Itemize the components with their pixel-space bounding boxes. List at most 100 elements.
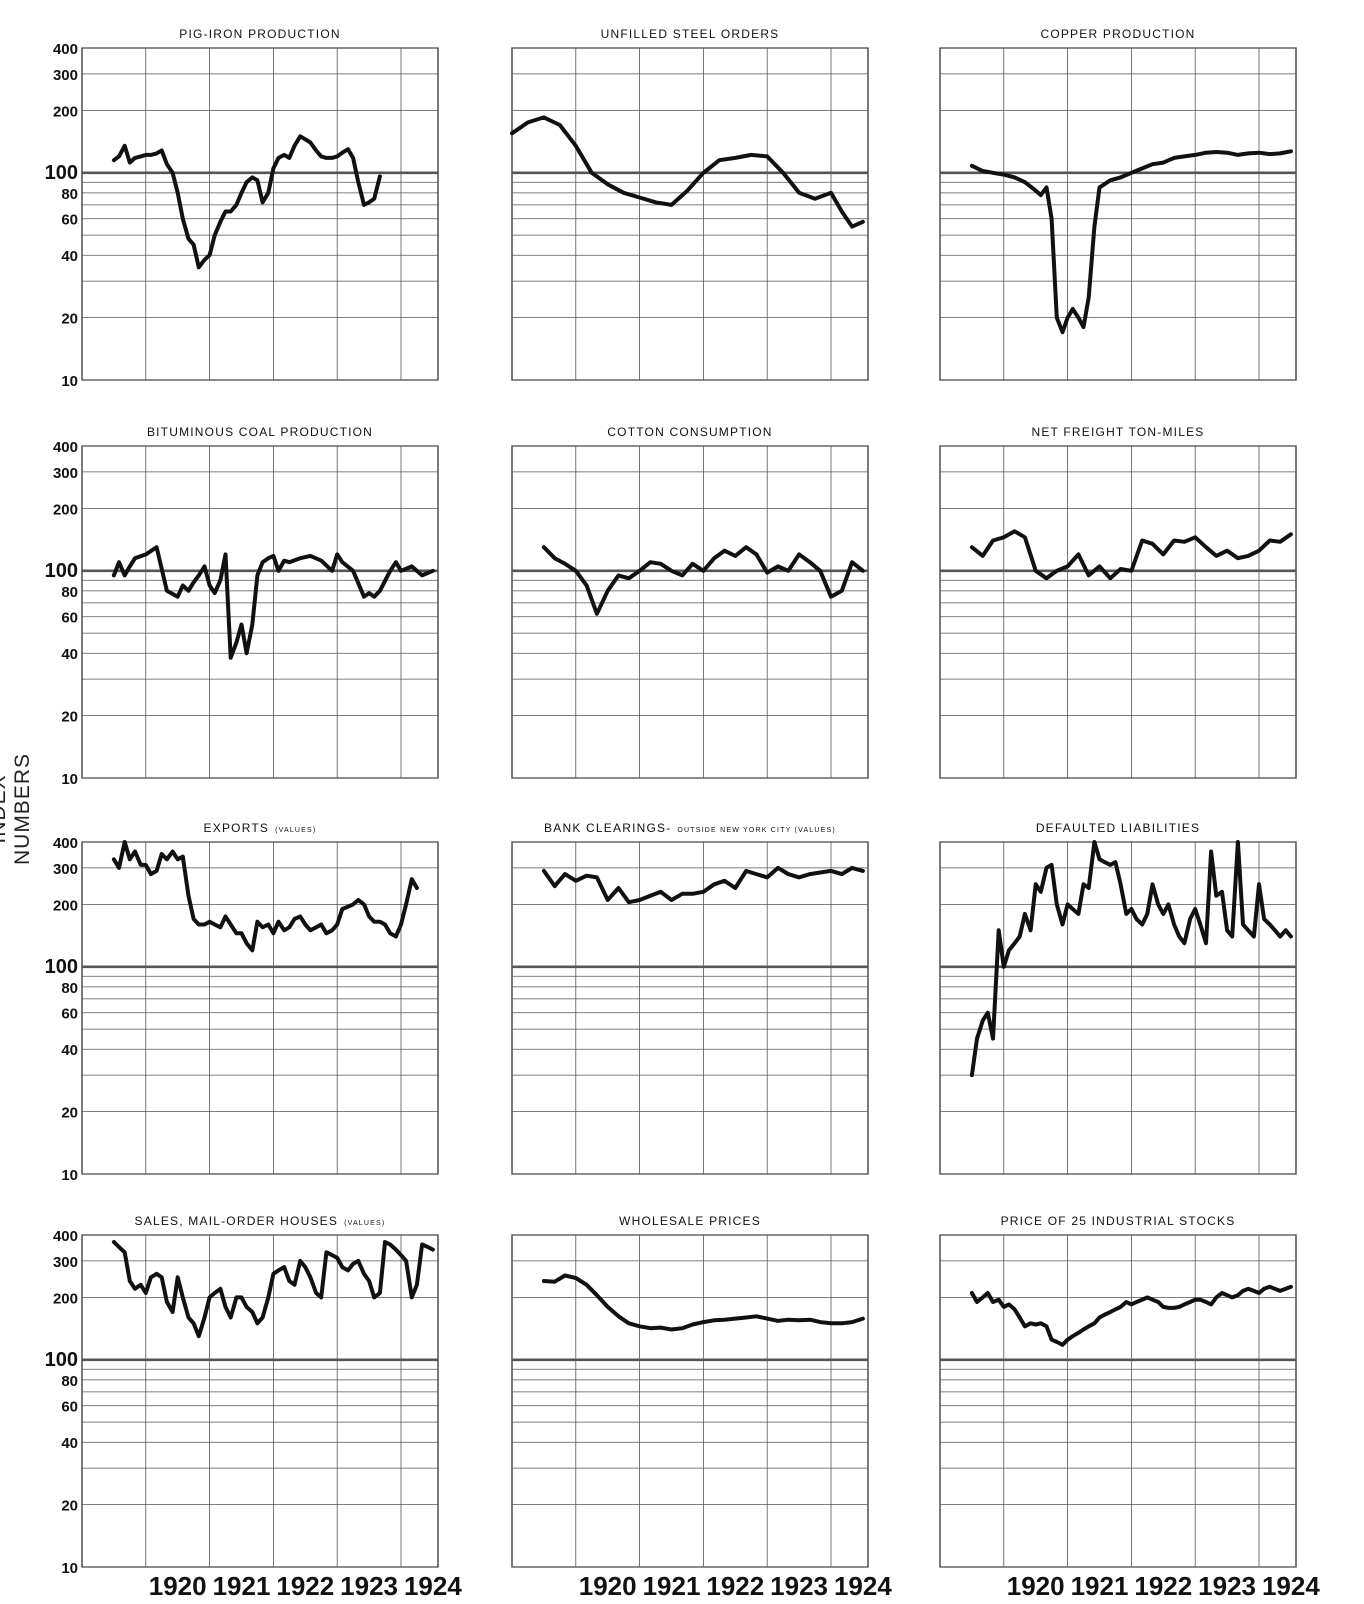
- chart-panel-7: EXPORTS (VALUES) 10 20 40 60 80 100 200 300 400: [45, 821, 439, 1184]
- panel-frame: [511, 47, 869, 381]
- series-line: [111, 134, 382, 270]
- chart-panel-3: COPPER PRODUCTION: [939, 27, 1297, 381]
- chart-title: NET FREIGHT TON-MILES: [1031, 425, 1204, 439]
- y-axis-title: INDEX NUMBERS: [0, 753, 34, 866]
- y-tick-label: 200: [53, 103, 78, 120]
- y-tick-label: 10: [61, 373, 78, 390]
- x-tick-label: 1924: [1262, 1571, 1320, 1601]
- panel-frame: [511, 1234, 869, 1568]
- panel-frame: [939, 1234, 1297, 1568]
- chart-title: BITUMINOUS COAL PRODUCTION: [147, 425, 373, 439]
- y-tick-label: 40: [61, 1435, 78, 1452]
- x-tick-label: 1922: [706, 1571, 764, 1601]
- series-line: [541, 865, 865, 905]
- panel-frame: [81, 841, 439, 1175]
- chart-title: UNFILLED STEEL ORDERS: [601, 27, 780, 41]
- chart-title: WHOLESALE PRICES: [619, 1214, 761, 1228]
- panel-frame: [511, 445, 869, 779]
- series-line: [969, 840, 1293, 1078]
- y-tick-label: 80: [61, 1373, 78, 1390]
- chart-title: BANK CLEARINGS- OUTSIDE NEW YORK CITY (VA…: [544, 821, 836, 835]
- x-tick-label: 1921: [643, 1571, 701, 1601]
- y-tick-label: 300: [53, 861, 78, 878]
- y-tick-label: 20: [61, 311, 78, 328]
- y-tick-label: 100: [45, 560, 78, 582]
- chart-panel-2: UNFILLED STEEL ORDERS: [510, 27, 869, 381]
- chart-panel-5: COTTON CONSUMPTION: [511, 425, 869, 779]
- y-tick-label: 100: [45, 162, 78, 184]
- chart-panel-10: SALES, MAIL-ORDER HOUSES (VALUES) 10 20 40 60…: [45, 1214, 463, 1601]
- y-tick-label: 80: [61, 584, 78, 601]
- y-tick-label: 100: [45, 956, 78, 978]
- x-tick-label: 1920: [1007, 1571, 1065, 1601]
- y-tick-label: 60: [61, 212, 78, 229]
- chart-panel-1: PIG-IRON PRODUCTION 10 20 40 60 80 100 200 300 40…: [45, 27, 439, 390]
- y-tick-label: 60: [61, 610, 78, 627]
- y-tick-label: 80: [61, 186, 78, 203]
- series-line: [541, 545, 865, 616]
- y-tick-label: 40: [61, 646, 78, 663]
- panel-frame: [81, 1234, 439, 1568]
- series-line: [969, 529, 1293, 581]
- chart-title: EXPORTS (VALUES): [204, 821, 317, 835]
- y-tick-label: 200: [53, 501, 78, 518]
- y-tick-label: 300: [53, 465, 78, 482]
- y-tick-label: 200: [53, 897, 78, 914]
- y-tick-label: 400: [53, 835, 78, 852]
- x-tick-label: 1922: [1134, 1571, 1192, 1601]
- chart-subtitle: OUTSIDE NEW YORK CITY (VALUES): [677, 827, 836, 834]
- series-line: [541, 1273, 865, 1332]
- y-tick-label: 400: [53, 41, 78, 58]
- y-tick-label: 10: [61, 771, 78, 788]
- panel-frame: [81, 445, 439, 779]
- chart-panel-11: WHOLESALE PRICES 1920 1921 1922 1923 1924: [511, 1214, 892, 1601]
- series-line: [111, 1240, 435, 1339]
- chart-title: PIG-IRON PRODUCTION: [179, 27, 340, 41]
- y-tick-label: 100: [45, 1349, 78, 1371]
- x-tick-label: 1921: [213, 1571, 271, 1601]
- y-tick-label: 60: [61, 1399, 78, 1416]
- y-tick-label: 200: [53, 1290, 78, 1307]
- x-tick-label: 1923: [770, 1571, 828, 1601]
- y-tick-label: 20: [61, 1498, 78, 1515]
- y-tick-label: 300: [53, 1254, 78, 1271]
- panel-frame: [81, 47, 439, 381]
- series-line: [111, 840, 419, 953]
- panel-frame: [939, 445, 1297, 779]
- chart-panel-9: DEFAULTED LIABILITIES: [939, 821, 1297, 1175]
- y-tick-label: 80: [61, 980, 78, 997]
- series-line: [969, 1284, 1293, 1347]
- chart-panel-6: NET FREIGHT TON-MILES: [939, 425, 1297, 779]
- chart-title: COTTON CONSUMPTION: [607, 425, 772, 439]
- y-tick-label: 40: [61, 1042, 78, 1059]
- chart-panel-8: BANK CLEARINGS- OUTSIDE NEW YORK CITY (VA…: [511, 821, 869, 1175]
- y-tick-label: 40: [61, 248, 78, 265]
- chart-title: SALES, MAIL-ORDER HOUSES (VALUES): [135, 1214, 386, 1228]
- x-tick-label: 1923: [340, 1571, 398, 1601]
- x-tick-label: 1921: [1071, 1571, 1129, 1601]
- y-tick-label: 60: [61, 1006, 78, 1023]
- chart-panel-4: BITUMINOUS COAL PRODUCTION 10 20 40 60 80 100 2…: [45, 425, 439, 788]
- series-line: [969, 149, 1293, 335]
- x-tick-label: 1920: [149, 1571, 207, 1601]
- x-tick-label: 1924: [834, 1571, 892, 1601]
- series-line: [111, 545, 435, 660]
- x-tick-label: 1924: [404, 1571, 462, 1601]
- y-tick-label: 20: [61, 1105, 78, 1122]
- y-tick-label: 400: [53, 1228, 78, 1245]
- y-tick-label: 300: [53, 67, 78, 84]
- chart-subtitle: (VALUES): [275, 827, 316, 834]
- x-tick-label: 1923: [1198, 1571, 1256, 1601]
- y-tick-label: 400: [53, 439, 78, 456]
- chart-title: COPPER PRODUCTION: [1040, 27, 1195, 41]
- y-tick-label: 10: [61, 1167, 78, 1184]
- y-tick-label: 20: [61, 709, 78, 726]
- chart-title: DEFAULTED LIABILITIES: [1036, 821, 1200, 835]
- x-tick-label: 1922: [276, 1571, 334, 1601]
- chart-subtitle: (VALUES): [344, 1220, 385, 1227]
- panel-frame: [939, 47, 1297, 381]
- series-line: [510, 115, 865, 229]
- x-tick-label: 1920: [579, 1571, 637, 1601]
